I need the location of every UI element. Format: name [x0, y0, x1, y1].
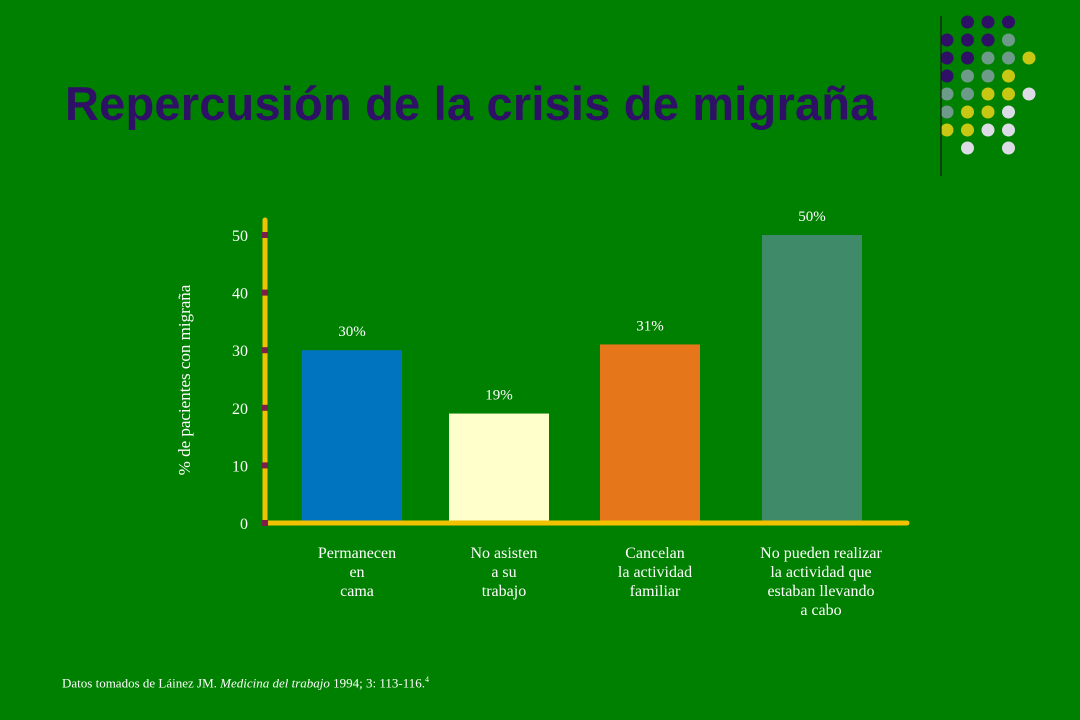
- decor-dot: [981, 51, 995, 65]
- decor-dot: [940, 123, 954, 137]
- decor-dot: [1002, 105, 1015, 119]
- decor-dot: [961, 69, 974, 83]
- y-tick-mark: [262, 289, 268, 296]
- y-tick-label: 0: [240, 516, 248, 533]
- decor-dot: [940, 33, 954, 47]
- source-citation: Datos tomados de Láinez JM. Medicina del…: [62, 675, 429, 691]
- decor-dot: [981, 33, 995, 47]
- category-label: Permanecen en cama: [317, 545, 397, 600]
- y-tick-mark: [262, 404, 268, 411]
- y-tick-label: 20: [232, 401, 248, 418]
- decor-dot: [940, 105, 954, 119]
- y-tick-mark: [262, 520, 268, 526]
- decor-dot: [1002, 87, 1015, 101]
- decor-dot: [961, 87, 974, 101]
- decor-dot: [1002, 51, 1015, 65]
- decor-dot: [1002, 15, 1015, 29]
- source-reference: 4: [425, 675, 429, 684]
- chart-bars: [302, 235, 862, 523]
- category-label: Cancelan la actividad familiar: [617, 545, 693, 600]
- decor-dot: [981, 105, 995, 119]
- decor-dot: [1002, 33, 1015, 47]
- decor-dot: [981, 87, 995, 101]
- y-tick-mark: [262, 462, 268, 469]
- decor-dot: [1002, 141, 1015, 155]
- decor-dot: [940, 69, 954, 83]
- decor-dot: [940, 87, 954, 101]
- y-tick-mark: [262, 232, 268, 238]
- y-tick-label: 50: [232, 228, 248, 245]
- bar: [600, 344, 700, 523]
- decor-dot: [961, 15, 974, 29]
- decor-dot: [961, 141, 974, 155]
- decor-dot: [1022, 87, 1036, 101]
- decor-dot: [1002, 69, 1015, 83]
- y-tick-label: 30: [232, 343, 248, 360]
- bar: [449, 413, 549, 523]
- decor-dot: [961, 123, 974, 137]
- y-tick-labels: 0 10 20 30 40 50: [232, 228, 248, 533]
- decor-dot: [940, 51, 954, 65]
- data-label: 31%: [636, 318, 664, 334]
- data-label: 19%: [485, 388, 513, 404]
- slide-title: Repercusión de la crisis de migraña: [65, 77, 877, 130]
- source-journal: Medicina del trabajo: [220, 675, 330, 691]
- y-axis-label: % de pacientes con migraña: [175, 284, 194, 475]
- decor-dot: [961, 51, 974, 65]
- chart-axes: [262, 217, 910, 526]
- y-tick-label: 10: [232, 458, 248, 475]
- data-labels: 30% 19% 31% 50%: [338, 209, 826, 404]
- decor-dot: [1002, 123, 1015, 137]
- y-tick-label: 40: [232, 286, 248, 303]
- data-label: 50%: [798, 209, 826, 225]
- category-label: No pueden realizar la actividad que esta…: [760, 545, 882, 619]
- source-details: 1994; 3: 113-116.: [329, 675, 425, 691]
- decor-dot: [961, 33, 974, 47]
- bar: [762, 235, 862, 523]
- source-prefix: Datos tomados de Láinez JM.: [62, 675, 221, 691]
- y-tick-mark: [262, 347, 268, 354]
- decor-dot: [981, 69, 995, 83]
- decor-dot: [1022, 51, 1036, 65]
- category-label: No asisten a su trabajo: [470, 545, 538, 600]
- decor-dot: [981, 15, 995, 29]
- decor-dot: [961, 105, 974, 119]
- data-label: 30%: [338, 324, 366, 340]
- bar: [302, 350, 402, 523]
- decor-dot: [981, 123, 995, 137]
